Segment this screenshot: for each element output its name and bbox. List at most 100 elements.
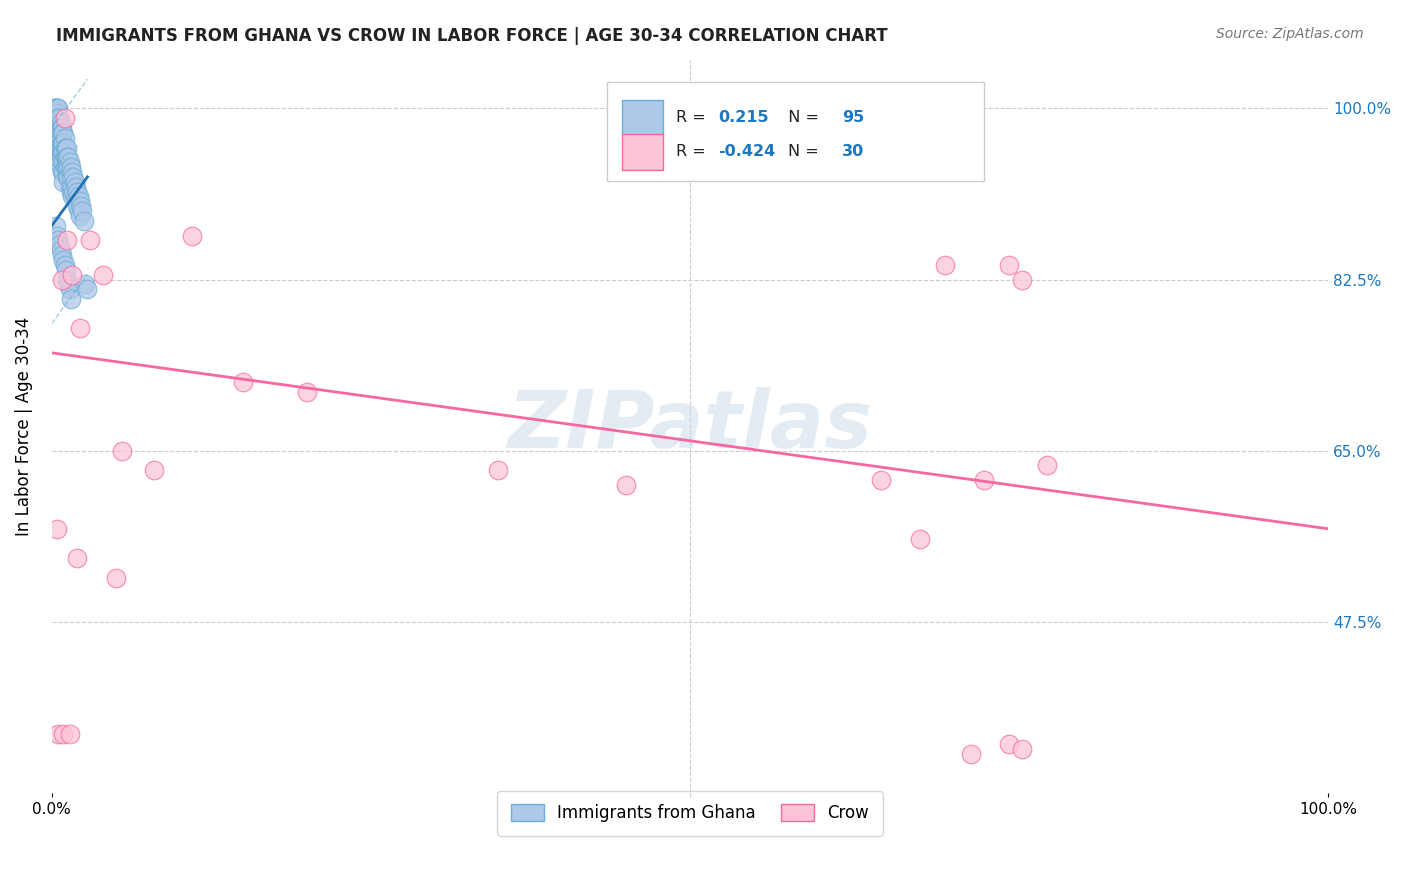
Point <box>45 228 67 243</box>
Point <box>45 112 67 126</box>
Point <box>52 145 75 160</box>
Point <box>63 175 86 189</box>
Point <box>66 199 89 213</box>
Text: R =: R = <box>676 110 711 125</box>
Point <box>49 116 72 130</box>
Point <box>69 209 91 223</box>
Point <box>66 185 89 199</box>
Point <box>59 160 82 174</box>
Text: 30: 30 <box>842 145 865 160</box>
Text: N =: N = <box>778 110 824 125</box>
Point <box>69 194 91 209</box>
Point <box>908 532 931 546</box>
Point <box>49 145 72 160</box>
Point <box>52 136 75 150</box>
Text: -0.424: -0.424 <box>718 145 775 160</box>
Text: Source: ZipAtlas.com: Source: ZipAtlas.com <box>1216 27 1364 41</box>
Point <box>1036 458 1059 473</box>
Point <box>51 165 73 179</box>
Point <box>72 204 94 219</box>
Point <box>48 140 70 154</box>
Point <box>60 268 83 282</box>
Point <box>53 140 76 154</box>
Point <box>53 112 76 126</box>
Point <box>58 277 80 292</box>
Point <box>56 140 79 154</box>
Point <box>48 126 70 140</box>
Point <box>49 130 72 145</box>
Point <box>67 189 90 203</box>
Point <box>51 248 73 262</box>
Point <box>998 737 1021 751</box>
Point <box>1011 741 1033 756</box>
Point <box>58 169 80 184</box>
Point <box>614 477 637 491</box>
Point <box>51 145 73 160</box>
Point <box>45 102 67 116</box>
Point <box>65 179 87 194</box>
Point <box>45 102 67 116</box>
Point <box>65 194 87 209</box>
Point <box>49 121 72 136</box>
Y-axis label: In Labor Force | Age 30-34: In Labor Force | Age 30-34 <box>15 317 32 536</box>
Point <box>70 199 93 213</box>
Text: N =: N = <box>789 145 824 160</box>
Point <box>60 165 83 179</box>
Point <box>62 185 84 199</box>
Point <box>49 150 72 164</box>
Point <box>69 321 91 335</box>
Point <box>52 252 75 267</box>
Point <box>56 160 79 174</box>
Point <box>1011 272 1033 286</box>
Point <box>59 727 82 741</box>
Point <box>45 126 67 140</box>
Point <box>48 238 70 252</box>
Point <box>55 140 77 154</box>
Bar <box>623 135 664 169</box>
Point <box>59 165 82 179</box>
Point <box>51 155 73 169</box>
Point <box>46 727 69 741</box>
Point <box>55 160 77 174</box>
Text: 0.215: 0.215 <box>718 110 769 125</box>
Point <box>55 262 77 277</box>
Point <box>58 150 80 164</box>
Bar <box>607 81 984 180</box>
Point <box>52 126 75 140</box>
Point <box>51 126 73 140</box>
Point <box>58 160 80 174</box>
Point <box>56 234 79 248</box>
Point <box>62 169 84 184</box>
Point <box>46 102 69 116</box>
Point <box>232 375 254 389</box>
Point <box>52 727 75 741</box>
Point <box>51 121 73 136</box>
Point <box>67 204 90 219</box>
Point <box>53 130 76 145</box>
Point <box>959 747 981 761</box>
Point <box>76 282 98 296</box>
Point <box>48 121 70 136</box>
Text: IMMIGRANTS FROM GHANA VS CROW IN LABOR FORCE | AGE 30-34 CORRELATION CHART: IMMIGRANTS FROM GHANA VS CROW IN LABOR F… <box>56 27 887 45</box>
Point <box>295 384 318 399</box>
Point <box>52 155 75 169</box>
Point <box>973 473 995 487</box>
Legend: Immigrants from Ghana, Crow: Immigrants from Ghana, Crow <box>498 791 883 836</box>
Point <box>49 160 72 174</box>
Point <box>181 228 204 243</box>
Point <box>59 169 82 184</box>
Point <box>53 150 76 164</box>
Point <box>56 272 79 286</box>
Point <box>48 130 70 145</box>
Point <box>46 116 69 130</box>
Point <box>45 106 67 120</box>
Point <box>45 219 67 233</box>
Point <box>56 169 79 184</box>
Point <box>59 282 82 296</box>
Point <box>45 116 67 130</box>
Point <box>142 463 165 477</box>
Point <box>48 145 70 160</box>
Point <box>59 185 82 199</box>
Point <box>53 258 76 272</box>
Text: ZIPatlas: ZIPatlas <box>508 387 873 465</box>
